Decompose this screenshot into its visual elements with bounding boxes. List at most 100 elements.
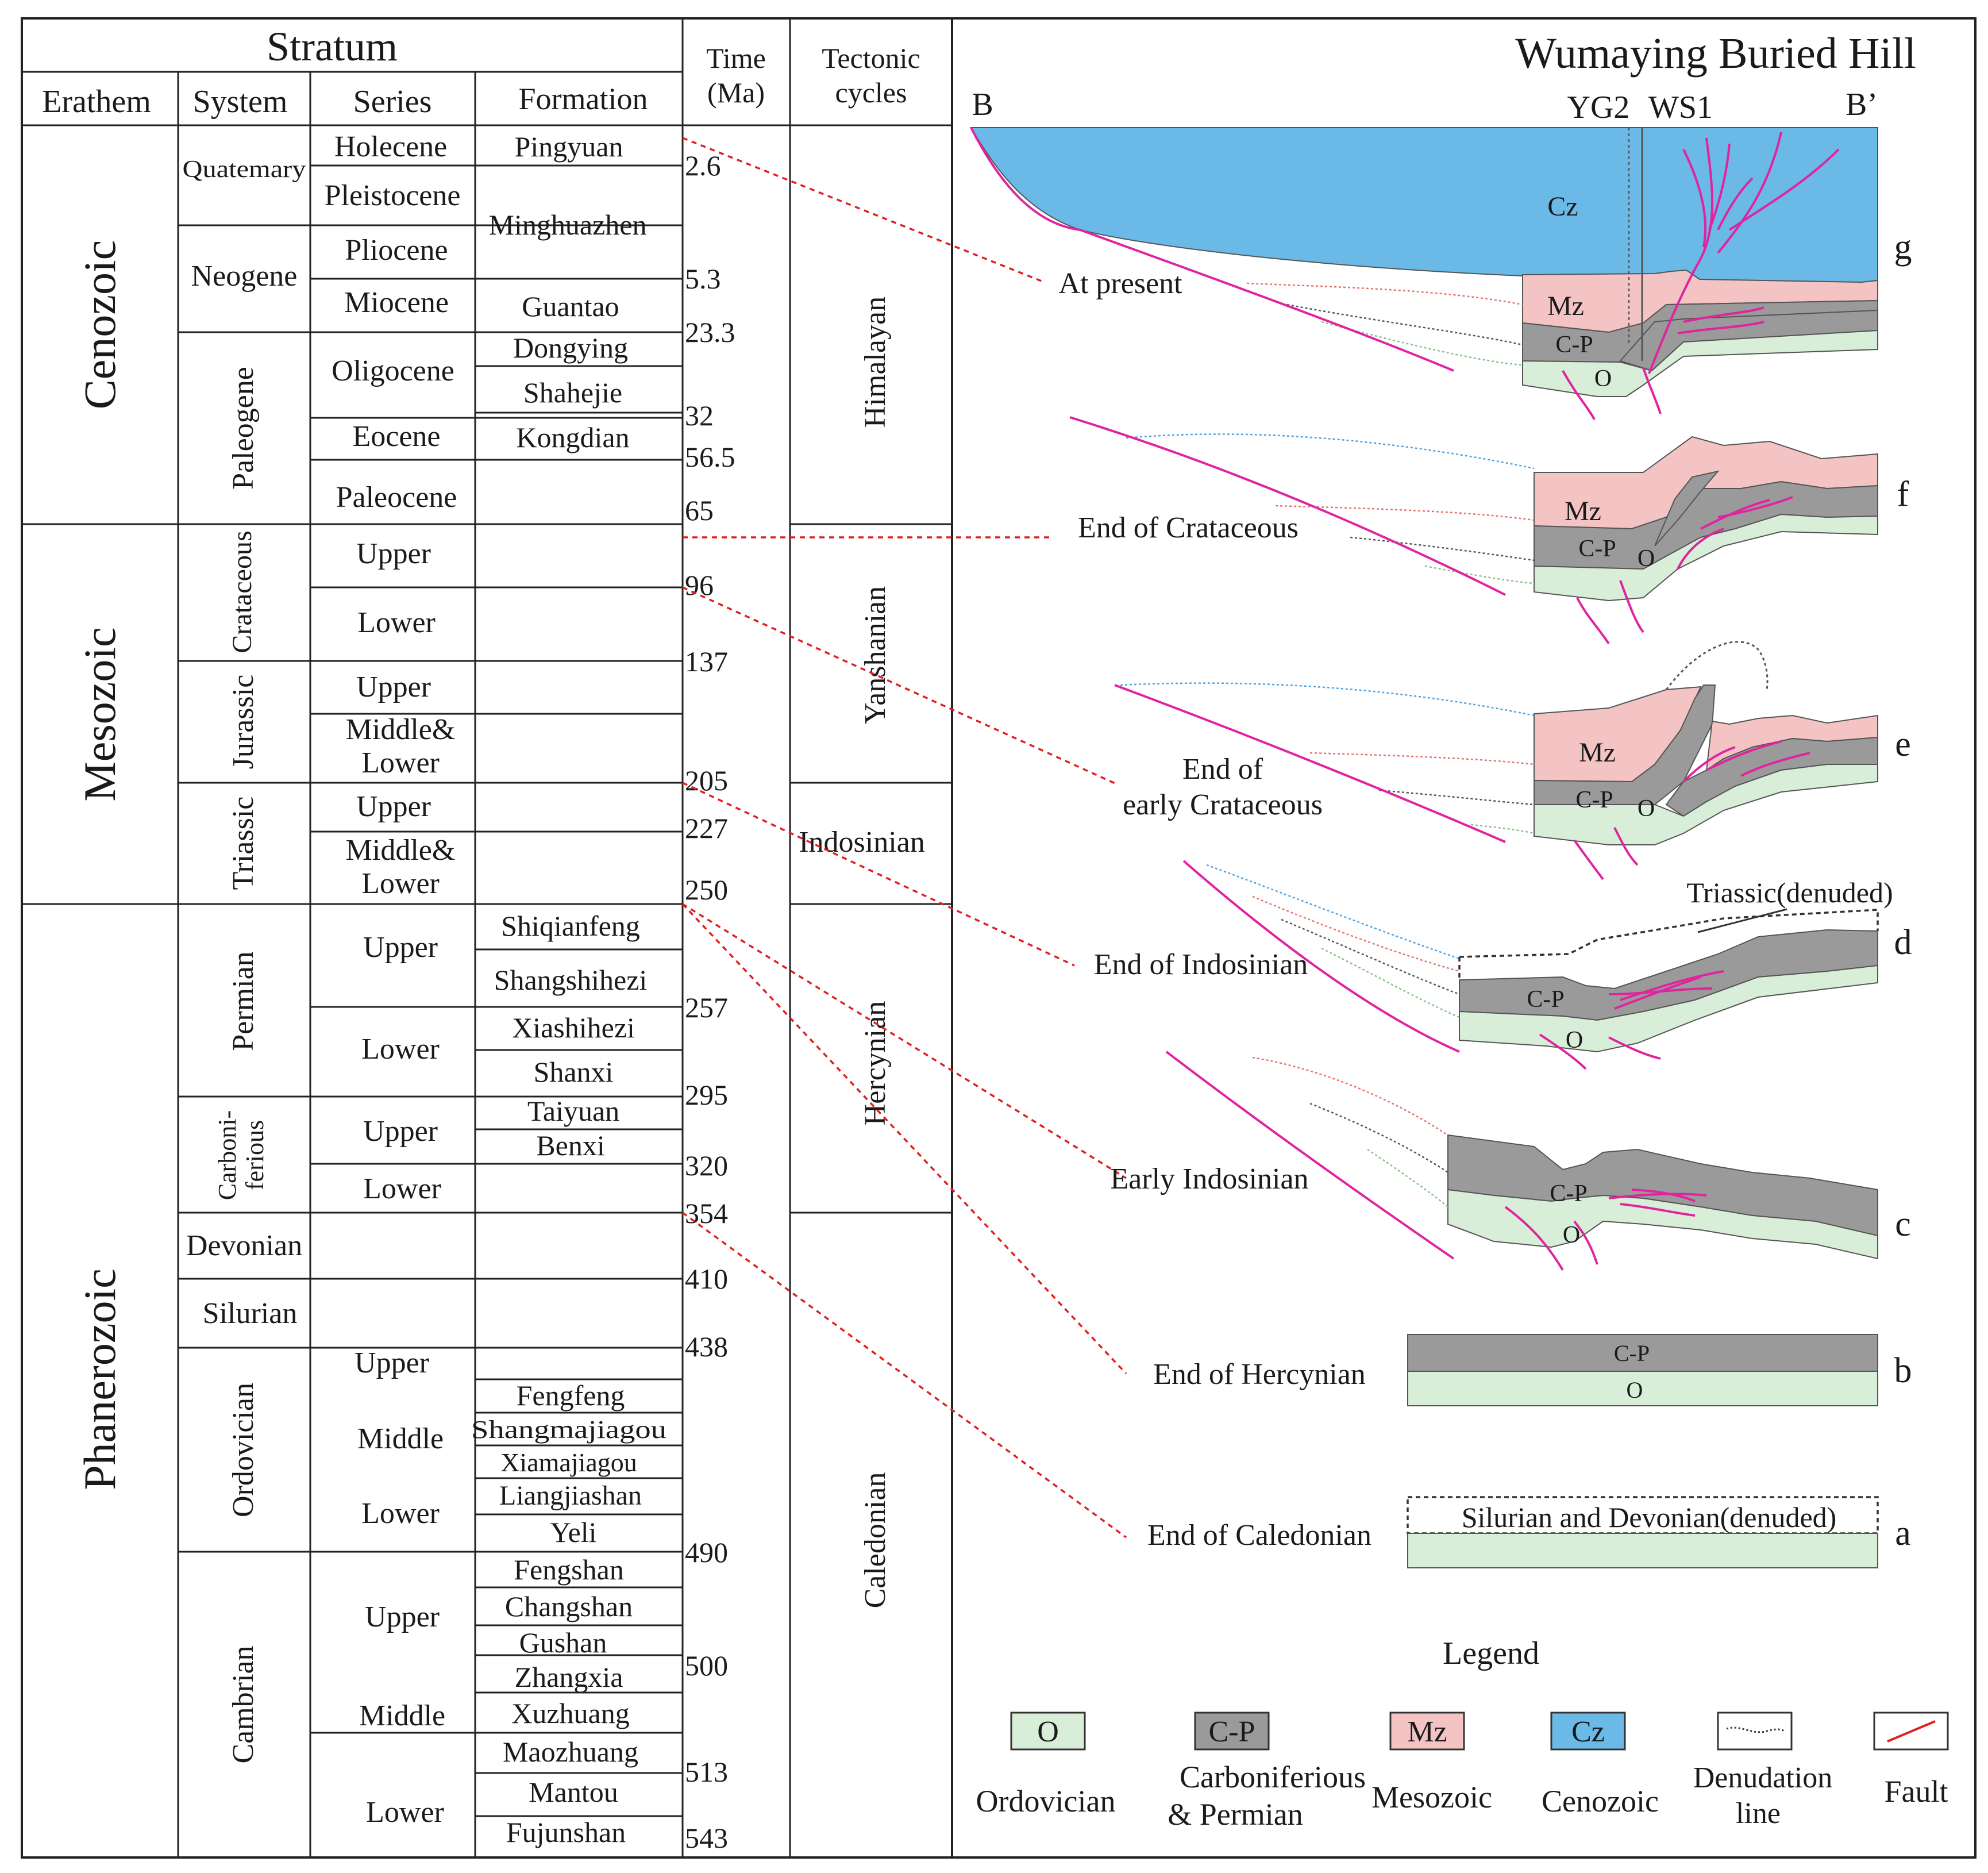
series-cm-middle: Middle <box>359 1699 445 1732</box>
time-250: 250 <box>685 874 728 906</box>
label-o-f: O <box>1638 545 1655 572</box>
series-p-lower: Lower <box>361 1033 440 1066</box>
time-header: Time <box>706 42 766 74</box>
erathem-cenozoic: Cenozoic <box>75 240 125 410</box>
ordovician-fill-e <box>1534 764 1878 845</box>
time-2-6: 2.6 <box>685 149 721 182</box>
system-paleogene: Paleogene <box>227 367 260 490</box>
formation-shahejie: Shahejie <box>523 376 622 409</box>
correlation-line-early-cretaceous <box>682 586 1118 786</box>
series-t-upper: Upper <box>356 790 431 823</box>
faults-c <box>1165 1051 1707 1271</box>
panel-letter-d: d <box>1894 923 1912 962</box>
label-cp-b: C-P <box>1614 1340 1650 1366</box>
time-513: 513 <box>685 1756 728 1788</box>
correlation-line-present <box>682 137 1043 283</box>
time-5-3: 5.3 <box>685 263 721 295</box>
time-32: 32 <box>685 399 714 432</box>
legend-fault-line <box>1887 1720 1936 1743</box>
formation-gushan: Gushan <box>519 1626 607 1659</box>
system-cretaceous: Crataceous <box>227 530 257 653</box>
formation-yeli: Yeli <box>550 1516 596 1548</box>
label-o-b: O <box>1627 1377 1643 1403</box>
tectonic-header-l2: cycles <box>835 76 907 109</box>
panel-f <box>1069 416 1878 645</box>
formation-dongying: Dongying <box>513 332 628 364</box>
series-t-middle-lower: Middle& <box>346 834 456 867</box>
tectonic-header: Tectonic <box>822 42 920 74</box>
formation-shangmajiagou: Shangmajiagou <box>471 1416 666 1444</box>
legend-cenozoic-label: Cenozoic <box>1542 1784 1659 1818</box>
correlation-line-indosinian <box>682 782 1075 967</box>
time-500: 500 <box>685 1649 728 1682</box>
erathem-mesozoic: Mesozoic <box>75 627 125 801</box>
stage-e-label: End of <box>1182 753 1263 786</box>
time-56-5: 56.5 <box>685 441 735 473</box>
faults-e <box>1114 684 1810 880</box>
label-cp-d: C-P <box>1527 986 1564 1013</box>
panel-letter-c: c <box>1895 1205 1911 1244</box>
series-cm-upper: Upper <box>365 1601 440 1633</box>
erathem-header: Erathem <box>42 84 151 120</box>
formation-guantao: Guantao <box>522 290 619 322</box>
series-j-middle-lower: Middle& <box>346 713 456 746</box>
cycle-indosinian: Indosinian <box>799 826 925 859</box>
stage-f-label: End of Crataceous <box>1078 511 1299 544</box>
formation-xuzhuang: Xuzhuang <box>511 1697 630 1729</box>
legend-cp-label-l1: Carboniferious <box>1180 1760 1366 1794</box>
series-eocene: Eocene <box>352 420 440 453</box>
legend-swatch-denudation <box>1717 1712 1793 1751</box>
stratigraphic-table <box>21 17 1977 1859</box>
legend-mesozoic-label: Mesozoic <box>1371 1780 1492 1814</box>
formation-shiqianfeng: Shiqianfeng <box>501 910 640 942</box>
label-cp-g: C-P <box>1555 332 1593 358</box>
stage-g-label: At present <box>1058 267 1182 300</box>
system-silurian: Silurian <box>203 1297 298 1330</box>
section-title: Wumaying Buried Hill <box>1515 29 1916 78</box>
formation-mantou: Mantou <box>529 1776 618 1808</box>
time-543: 543 <box>685 1822 728 1854</box>
panel-letter-e: e <box>1895 725 1911 764</box>
denudation-e <box>1665 641 1769 690</box>
system-neogene: Neogene <box>191 260 298 293</box>
label-cp-e: C-P <box>1575 787 1613 813</box>
faults-f <box>1069 416 1793 645</box>
legend-title: Legend <box>1443 1636 1539 1671</box>
legend-cp-label-l2: & Permian <box>1168 1797 1303 1832</box>
label-mz-f: Mz <box>1565 496 1601 526</box>
label-mz-e: Mz <box>1579 737 1616 768</box>
time-23-3: 23.3 <box>685 316 735 348</box>
label-o-c: O <box>1563 1222 1580 1248</box>
series-j-middle-lower-l2: Lower <box>361 747 440 779</box>
panel-letter-g: g <box>1894 228 1912 267</box>
time-257: 257 <box>685 991 728 1024</box>
denudation-d <box>1459 909 1879 958</box>
time-490: 490 <box>685 1536 728 1568</box>
time-320: 320 <box>685 1149 728 1182</box>
formation-pingyuan: Pingyuan <box>515 130 623 163</box>
formation-fujunshan: Fujunshan <box>506 1816 626 1848</box>
stage-b-label: End of Hercynian <box>1153 1358 1366 1391</box>
legend-swatch-cenozoic <box>1550 1712 1626 1751</box>
system-triassic: Triassic <box>227 797 260 890</box>
legend: Legend O Ordovician C-P Carboniferious &… <box>976 1636 1949 1832</box>
system-devonian: Devonian <box>186 1229 302 1262</box>
formation-fengfeng: Fengfeng <box>517 1379 625 1412</box>
faults-d <box>1182 860 1724 1070</box>
correlation-line-hercynian <box>681 903 1127 1375</box>
formation-changshan: Changshan <box>505 1590 633 1622</box>
formation-liangjiashan: Liangjiashan <box>499 1480 642 1511</box>
system-cambrian: Cambrian <box>227 1645 260 1763</box>
system-header: System <box>193 84 288 120</box>
label-cz-g: Cz <box>1547 191 1578 222</box>
erathem-phanerozoic: Phanerozoic <box>75 1268 125 1490</box>
legend-swatch-cz-label: Cz <box>1571 1716 1605 1748</box>
formation-kongdian: Kongdian <box>516 421 629 453</box>
legend-denudation-line <box>1726 1726 1785 1733</box>
ordovician-fill-d <box>1459 964 1878 1053</box>
stage-e-label-l2: early Crataceous <box>1123 789 1323 821</box>
stratum-header: Stratum <box>267 24 398 70</box>
formation-taiyuan: Taiyuan <box>527 1095 619 1127</box>
cycle-hercynian: Hercynian <box>859 1001 892 1126</box>
series-c-upper: Upper <box>363 1115 438 1148</box>
